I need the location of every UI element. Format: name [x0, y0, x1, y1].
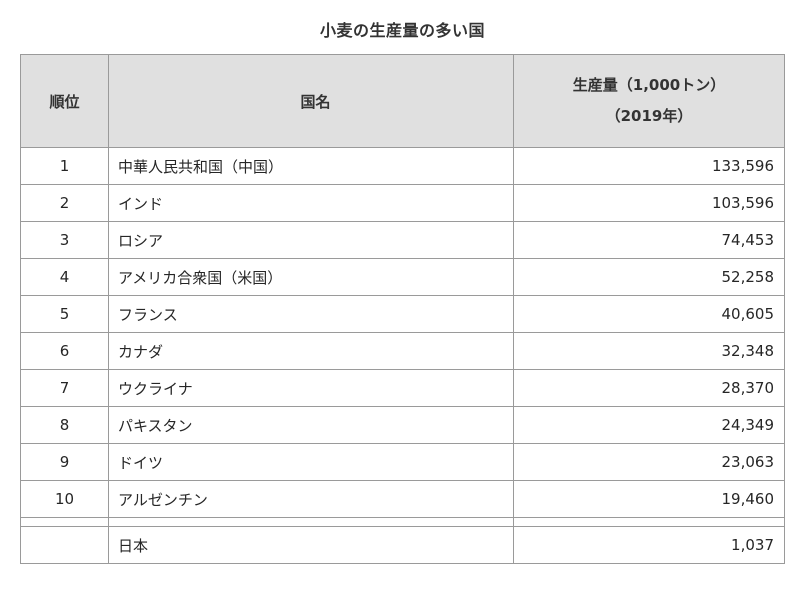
rank-cell: 1 — [20, 147, 109, 185]
table-row-japan: 日本 1,037 — [20, 526, 785, 564]
production-cell: 103,596 — [513, 184, 785, 222]
country-cell: アルゼンチン — [108, 480, 514, 518]
country-cell: フランス — [108, 295, 514, 333]
production-cell: 52,258 — [513, 258, 785, 296]
rank-cell: 10 — [20, 480, 109, 518]
country-cell: カナダ — [108, 332, 514, 370]
rank-cell: 4 — [20, 258, 109, 296]
rank-cell: 3 — [20, 221, 109, 259]
production-cell: 24,349 — [513, 406, 785, 444]
country-cell: アメリカ合衆国（米国） — [108, 258, 514, 296]
table-body: 1 中華人民共和国（中国） 133,596 2 インド 103,596 3 ロシ… — [20, 147, 785, 564]
table-row: 2 インド 103,596 — [20, 184, 785, 222]
country-cell: パキスタン — [108, 406, 514, 444]
country-cell: ロシア — [108, 221, 514, 259]
table-row: 4 アメリカ合衆国（米国） 52,258 — [20, 258, 785, 296]
table-row: 9 ドイツ 23,063 — [20, 443, 785, 481]
country-cell — [108, 517, 514, 527]
production-cell: 133,596 — [513, 147, 785, 185]
header-row: 順位 国名 生産量（1,000トン） （2019年） — [20, 54, 785, 148]
rank-cell — [20, 517, 109, 527]
production-cell — [513, 517, 785, 527]
country-cell: ウクライナ — [108, 369, 514, 407]
separator-row — [20, 517, 785, 527]
rank-cell: 6 — [20, 332, 109, 370]
header-rank: 順位 — [20, 54, 109, 148]
production-cell: 28,370 — [513, 369, 785, 407]
table-row: 6 カナダ 32,348 — [20, 332, 785, 370]
country-cell: ドイツ — [108, 443, 514, 481]
production-cell: 1,037 — [513, 526, 785, 564]
production-cell: 23,063 — [513, 443, 785, 481]
rank-cell: 8 — [20, 406, 109, 444]
header-country: 国名 — [108, 54, 514, 148]
rank-cell — [20, 526, 109, 564]
country-cell: 中華人民共和国（中国） — [108, 147, 514, 185]
country-cell: 日本 — [108, 526, 514, 564]
rank-cell: 9 — [20, 443, 109, 481]
wheat-production-table: 順位 国名 生産量（1,000トン） （2019年） 1 中華人民共和国（中国）… — [20, 54, 785, 564]
rank-cell: 5 — [20, 295, 109, 333]
page-title: 小麦の生産量の多い国 — [319, 21, 485, 40]
table-row: 5 フランス 40,605 — [20, 295, 785, 333]
header-production: 生産量（1,000トン） （2019年） — [513, 54, 785, 148]
header-production-line1: 生産量（1,000トン） — [572, 75, 726, 94]
rank-cell: 7 — [20, 369, 109, 407]
table-row: 7 ウクライナ 28,370 — [20, 369, 785, 407]
table-row: 10 アルゼンチン 19,460 — [20, 480, 785, 518]
header-production-line2: （2019年） — [605, 107, 693, 125]
production-cell: 19,460 — [513, 480, 785, 518]
table-header: 順位 国名 生産量（1,000トン） （2019年） — [20, 54, 785, 148]
production-cell: 40,605 — [513, 295, 785, 333]
table-row: 8 パキスタン 24,349 — [20, 406, 785, 444]
country-cell: インド — [108, 184, 514, 222]
table-row: 1 中華人民共和国（中国） 133,596 — [20, 147, 785, 185]
table-row: 3 ロシア 74,453 — [20, 221, 785, 259]
production-cell: 32,348 — [513, 332, 785, 370]
rank-cell: 2 — [20, 184, 109, 222]
production-cell: 74,453 — [513, 221, 785, 259]
